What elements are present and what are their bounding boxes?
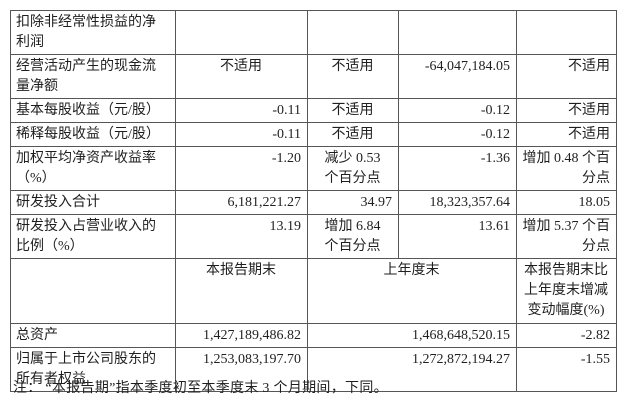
table-row: 稀释每股收益（元/股） -0.11 不适用 -0.12 不适用 xyxy=(10,122,617,147)
section-header-row: 本报告期末 上年度末 本报告期末比 上年度末增减 变动幅度(%) xyxy=(10,258,617,324)
value-prior: -0.12 xyxy=(398,98,517,123)
value-current: 6,181,221.27 xyxy=(175,190,308,215)
change-prior: 增加 0.48 个百 分点 xyxy=(516,146,617,191)
change-prior: 不适用 xyxy=(516,98,617,123)
table-row: 基本每股收益（元/股） -0.11 不适用 -0.12 不适用 xyxy=(10,98,617,123)
change-pct: -2.82 xyxy=(516,323,617,348)
value-current xyxy=(175,10,308,55)
header-current-period-end: 本报告期末 xyxy=(175,258,308,324)
value-prior: -0.12 xyxy=(398,122,517,147)
financial-indicators-table: 扣除非经常性损益的净利润 经营活动产生的现金流量净额 不适用 不适用 -64,0… xyxy=(10,10,617,392)
change-prior: 不适用 xyxy=(516,122,617,147)
value-current: 13.19 xyxy=(175,214,308,259)
value-prior: 1,272,872,194.27 xyxy=(307,347,517,392)
value-prior: 13.61 xyxy=(398,214,517,259)
change-current: 减少 0.53 个百分点 xyxy=(307,146,399,191)
value-prior: -1.36 xyxy=(398,146,517,191)
row-label: 总资产 xyxy=(10,323,176,348)
row-label: 扣除非经常性损益的净利润 xyxy=(10,10,176,55)
row-label: 稀释每股收益（元/股） xyxy=(10,122,176,147)
value-prior xyxy=(398,10,517,55)
value-current: -1.20 xyxy=(175,146,308,191)
table-row: 经营活动产生的现金流量净额 不适用 不适用 -64,047,184.05 不适用 xyxy=(10,54,617,99)
row-label: 基本每股收益（元/股） xyxy=(10,98,176,123)
value-current: 不适用 xyxy=(175,54,308,99)
value-prior: 1,468,648,520.15 xyxy=(307,323,517,348)
change-current: 增加 6.84 个百分点 xyxy=(307,214,399,259)
value-current: -0.11 xyxy=(175,122,308,147)
row-label: 加权平均净资产收益率（%） xyxy=(10,146,176,191)
change-current: 34.97 xyxy=(307,190,399,215)
change-pct: -1.55 xyxy=(516,347,617,392)
footnote: 注： “本报告期”指本季度初至本季度末 3 个月期间，下同。 xyxy=(13,381,388,396)
table-row: 研发投入占营业收入的比例（%） 13.19 增加 6.84 个百分点 13.61… xyxy=(10,214,617,259)
change-current: 不适用 xyxy=(307,54,399,99)
table-row: 加权平均净资产收益率（%） -1.20 减少 0.53 个百分点 -1.36 增… xyxy=(10,146,617,191)
value-prior: -64,047,184.05 xyxy=(398,54,517,99)
row-label: 经营活动产生的现金流量净额 xyxy=(10,54,176,99)
change-prior: 增加 5.37 个百 分点 xyxy=(516,214,617,259)
row-label: 归属于上市公司股东的所有者权益 xyxy=(10,347,176,392)
value-current: -0.11 xyxy=(175,98,308,123)
change-current: 不适用 xyxy=(307,122,399,147)
value-prior: 18,323,357.64 xyxy=(398,190,517,215)
value-current: 1,253,083,197.70 xyxy=(175,347,308,392)
table-row: 研发投入合计 6,181,221.27 34.97 18,323,357.64 … xyxy=(10,190,617,215)
change-prior xyxy=(516,10,617,55)
change-prior: 18.05 xyxy=(516,190,617,215)
header-change-pct: 本报告期末比 上年度末增减 变动幅度(%) xyxy=(516,258,617,324)
table-row: 扣除非经常性损益的净利润 xyxy=(10,10,617,55)
change-current xyxy=(307,10,399,55)
table-row: 总资产 1,427,189,486.82 1,468,648,520.15 -2… xyxy=(10,323,617,348)
row-label: 研发投入占营业收入的比例（%） xyxy=(10,214,176,259)
change-prior: 不适用 xyxy=(516,54,617,99)
header-empty-cell xyxy=(10,258,176,324)
row-label: 研发投入合计 xyxy=(10,190,176,215)
value-current: 1,427,189,486.82 xyxy=(175,323,308,348)
change-current: 不适用 xyxy=(307,98,399,123)
header-prior-year-end: 上年度末 xyxy=(307,258,517,324)
table-row: 归属于上市公司股东的所有者权益 1,253,083,197.70 1,272,8… xyxy=(10,347,617,392)
